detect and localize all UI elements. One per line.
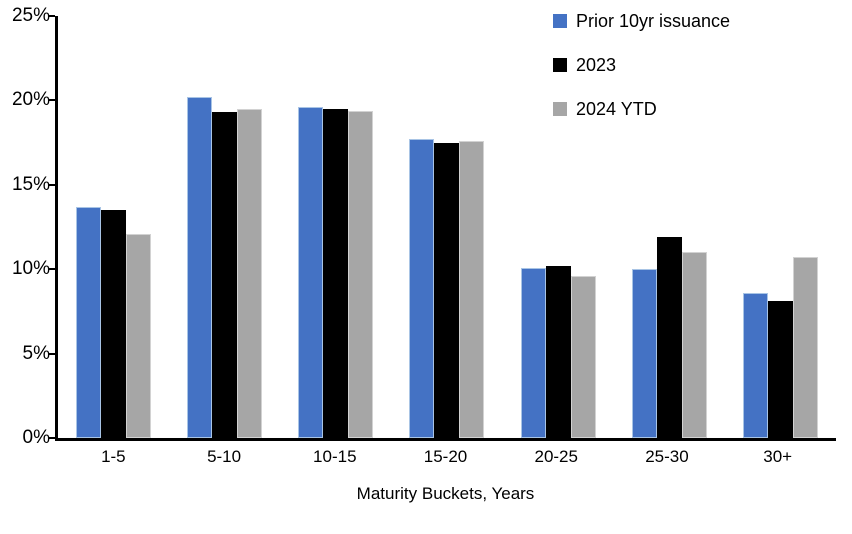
x-axis-label: 5-10 bbox=[207, 447, 242, 466]
legend-item: 2024 YTD bbox=[553, 100, 730, 118]
bar-30+-series-1 bbox=[767, 301, 793, 438]
legend-label: Prior 10yr issuance bbox=[576, 11, 731, 31]
y-axis-tick-label: 25% bbox=[11, 5, 50, 26]
legend-label: 2023 bbox=[576, 55, 617, 75]
bar-1-5-series-2 bbox=[126, 233, 152, 438]
bar-25-30-series-0 bbox=[631, 269, 657, 438]
y-axis-tick bbox=[48, 15, 55, 17]
bar-15-20-series-0 bbox=[409, 139, 435, 438]
legend-item: Prior 10yr issuance bbox=[553, 12, 730, 30]
y-axis-tick-label: 5% bbox=[22, 342, 50, 364]
x-axis-label: 1-5 bbox=[101, 447, 126, 466]
bar-25-30-series-2 bbox=[681, 252, 707, 438]
bar-30+-series-0 bbox=[742, 292, 768, 438]
bar-group-25-30 bbox=[614, 16, 725, 438]
x-axis-title: Maturity Buckets, Years bbox=[356, 484, 535, 503]
bar-20-25-series-0 bbox=[520, 267, 546, 438]
bar-1-5-series-1 bbox=[101, 210, 127, 438]
bar-15-20-series-2 bbox=[459, 140, 485, 438]
bar-group-20-25 bbox=[503, 16, 614, 438]
legend-label: 2024 YTD bbox=[576, 99, 657, 119]
bar-group-5-10 bbox=[169, 16, 280, 438]
legend-swatch-icon bbox=[553, 102, 567, 116]
x-axis-label: 15-20 bbox=[423, 447, 468, 466]
bar-groups bbox=[58, 16, 836, 438]
bar-15-20-series-1 bbox=[434, 142, 460, 438]
bar-5-10-series-1 bbox=[212, 112, 238, 438]
x-axis-label: 25-30 bbox=[645, 447, 689, 466]
y-axis-tick-label: 0% bbox=[22, 427, 50, 448]
bar-5-10-series-0 bbox=[187, 97, 213, 438]
x-axis-labels: 1-5 5-10 10-15 15-20 20-25 25-30 30+ bbox=[58, 447, 833, 467]
legend-swatch-icon bbox=[553, 58, 567, 72]
bar-group-15-20 bbox=[391, 16, 502, 438]
x-axis-label: 30+ bbox=[763, 447, 793, 466]
y-axis-tick bbox=[48, 183, 55, 186]
bar-20-25-series-1 bbox=[545, 265, 571, 438]
bar-group-10-15 bbox=[280, 16, 391, 438]
bar-30+-series-2 bbox=[792, 257, 818, 438]
bar-10-15-series-0 bbox=[298, 107, 324, 438]
legend-item: 2023 bbox=[553, 56, 730, 74]
y-axis-tick-label: 10% bbox=[11, 258, 50, 280]
bar-20-25-series-2 bbox=[570, 275, 596, 438]
y-axis-tick bbox=[48, 352, 55, 355]
x-axis-label: 10-15 bbox=[313, 447, 357, 466]
bar-10-15-series-1 bbox=[323, 108, 349, 438]
y-axis-tick bbox=[48, 99, 55, 102]
legend-swatch-icon bbox=[553, 14, 567, 28]
y-axis-tick bbox=[48, 437, 55, 439]
y-axis-tick-label: 15% bbox=[11, 173, 50, 195]
bar-5-10-series-2 bbox=[237, 108, 263, 438]
y-axis-tick bbox=[48, 268, 55, 271]
bar-group-1-5 bbox=[58, 16, 169, 438]
y-axis-tick-label: 20% bbox=[11, 89, 50, 111]
chart-legend: Prior 10yr issuance 2023 2024 YTD bbox=[553, 12, 730, 144]
plot-area bbox=[48, 15, 836, 441]
bar-25-30-series-1 bbox=[656, 237, 682, 438]
bar-1-5-series-0 bbox=[76, 206, 102, 438]
bar-group-30+ bbox=[725, 16, 836, 438]
bar-10-15-series-2 bbox=[348, 110, 374, 438]
y-axis bbox=[0, 16, 55, 438]
x-axis-label: 20-25 bbox=[534, 447, 578, 466]
